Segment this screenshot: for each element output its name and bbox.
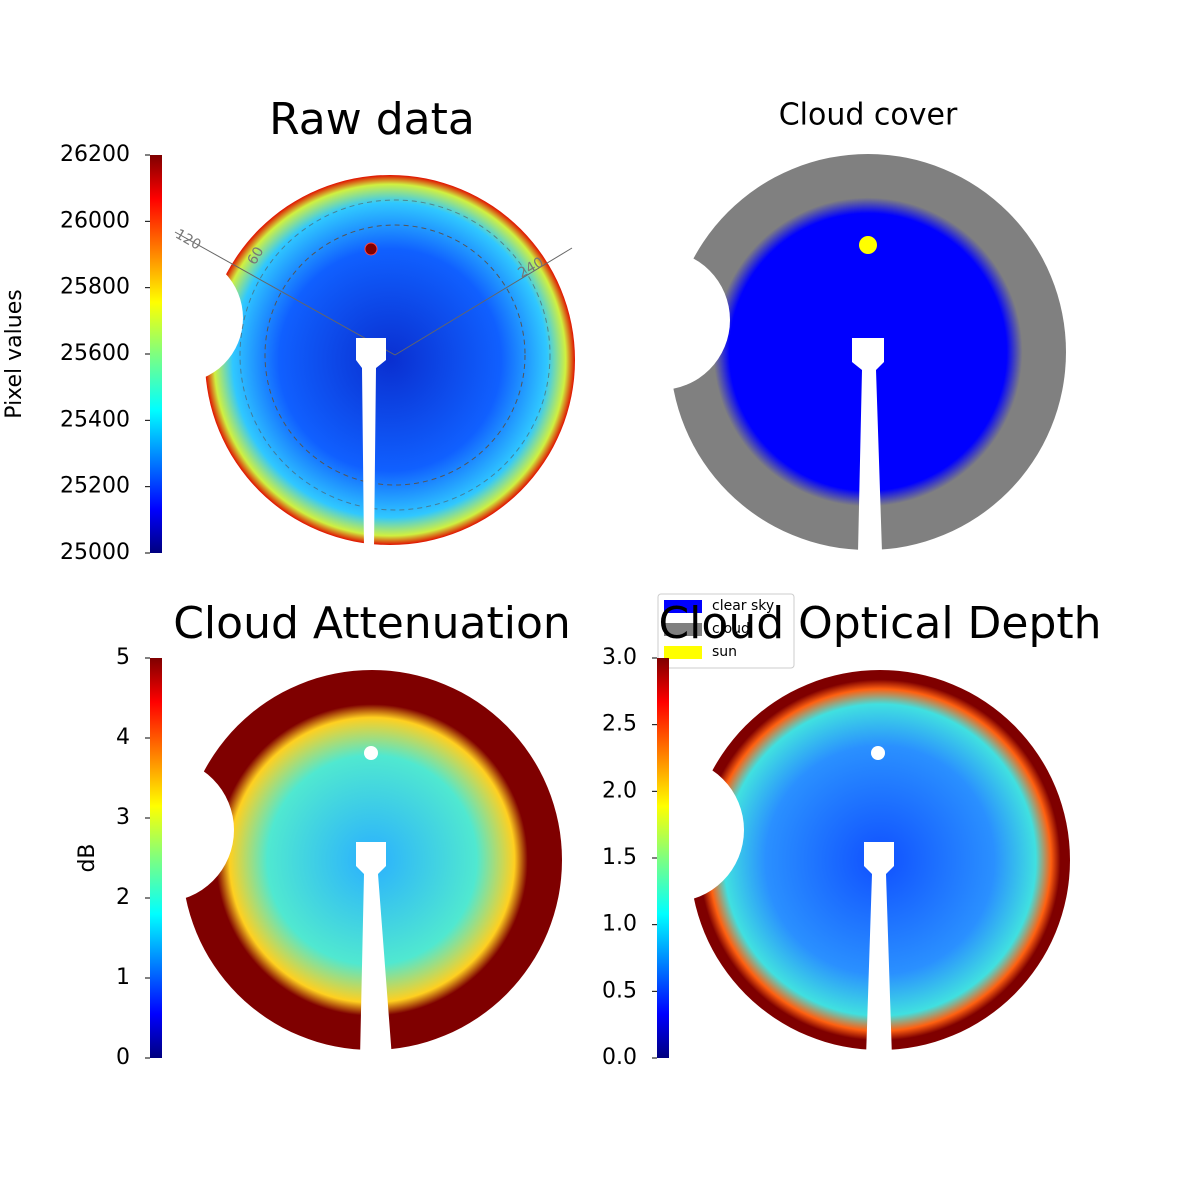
panel-title: Raw data bbox=[269, 94, 475, 145]
panel-title: Cloud cover bbox=[779, 98, 958, 133]
sky-optical-depth bbox=[600, 670, 1070, 1058]
tick-label: 2.5 bbox=[602, 712, 637, 737]
tick-label: 2 bbox=[116, 885, 130, 910]
tick-label: 26000 bbox=[60, 208, 130, 233]
legend-label: cloud bbox=[712, 621, 750, 637]
tick-label: 4 bbox=[116, 725, 130, 750]
tick-label: 25200 bbox=[60, 474, 130, 499]
tick-label: 0.0 bbox=[602, 1045, 637, 1070]
tick-label: 1 bbox=[116, 965, 130, 990]
sky-raw bbox=[113, 175, 575, 548]
colorbar bbox=[150, 155, 162, 553]
tick-label: 25600 bbox=[60, 341, 130, 366]
legend-label: sun bbox=[712, 644, 737, 660]
sky-images bbox=[90, 154, 1070, 1058]
polar-label: 120 bbox=[172, 226, 203, 253]
sky-cloud-cover bbox=[590, 154, 1066, 552]
legend-swatch bbox=[664, 600, 702, 613]
colorbar bbox=[657, 658, 669, 1058]
tick-label: 3.0 bbox=[602, 645, 637, 670]
tick-label: 26200 bbox=[60, 142, 130, 167]
tick-label: 25800 bbox=[60, 275, 130, 300]
legend-label: clear sky bbox=[712, 598, 774, 614]
tick-label: 25000 bbox=[60, 540, 130, 565]
colorbar bbox=[150, 658, 162, 1058]
sky-attenuation bbox=[90, 670, 562, 1058]
legend-swatch bbox=[664, 623, 702, 636]
tick-label: 3 bbox=[116, 805, 130, 830]
panel-title: Cloud Optical Depth bbox=[658, 598, 1101, 649]
tick-label: 2.0 bbox=[602, 778, 637, 803]
tick-label: 0 bbox=[116, 1045, 130, 1070]
tick-label: 1.0 bbox=[602, 912, 637, 937]
colorbar-label: dB bbox=[75, 843, 100, 872]
tick-label: 1.5 bbox=[602, 845, 637, 870]
tick-label: 5 bbox=[116, 645, 130, 670]
tick-label: 25400 bbox=[60, 407, 130, 432]
tick-label: 0.5 bbox=[602, 978, 637, 1003]
polar-label: 60 bbox=[245, 244, 268, 267]
colorbar-label: Pixel values bbox=[2, 289, 27, 418]
legend: clear sky cloud sun bbox=[657, 593, 795, 669]
legend-swatch bbox=[664, 646, 702, 659]
panel-title: Cloud Attenuation bbox=[173, 598, 571, 649]
